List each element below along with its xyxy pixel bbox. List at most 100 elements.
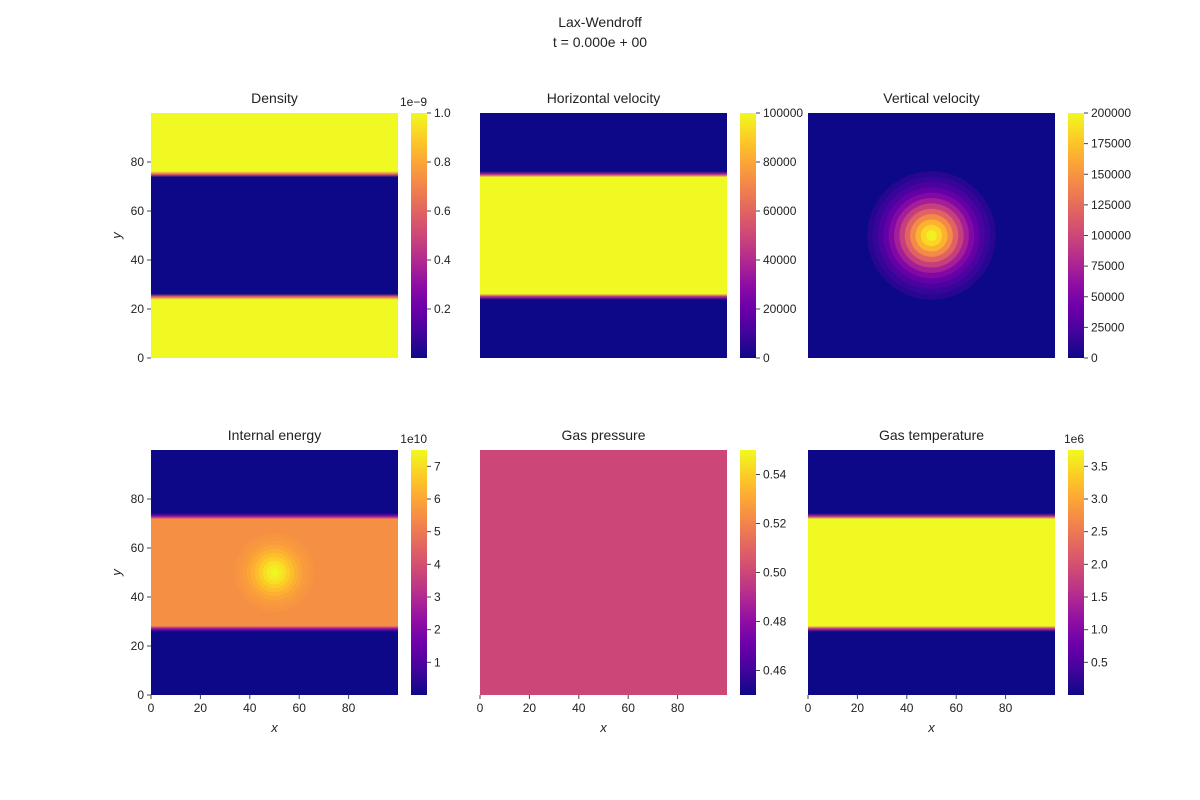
colorbar-tick-label: 0.52 <box>763 517 787 531</box>
panel-title: Horizontal velocity <box>547 90 661 106</box>
blob-contour <box>270 568 279 577</box>
colorbar-exponent: 1e−9 <box>400 95 427 109</box>
colorbar <box>411 450 427 695</box>
x-tick-label: 60 <box>293 701 307 715</box>
colorbar-tick-label: 40000 <box>763 253 797 267</box>
colorbar-tick-label: 1.0 <box>434 106 451 120</box>
colorbar-tick-label: 3.0 <box>1091 492 1108 506</box>
x-tick-label: 80 <box>999 701 1013 715</box>
band-edge-top <box>151 171 398 178</box>
colorbar-tick-label: 7 <box>434 459 441 473</box>
colorbar-tick-label: 0 <box>1091 351 1098 365</box>
heatmap-fill <box>480 450 727 695</box>
band-edge-bottom <box>480 293 727 300</box>
panel-title: Internal energy <box>228 427 321 443</box>
colorbar-tick-label: 150000 <box>1091 167 1131 181</box>
colorbar-tick-label: 50000 <box>1091 290 1125 304</box>
heatmap-area <box>808 450 1055 695</box>
colorbar-tick-label: 0 <box>763 351 770 365</box>
colorbar-tick-label: 200000 <box>1091 106 1131 120</box>
panel-2: Horizontal velocity 0 20000 40000 60000 80000… <box>480 90 803 365</box>
x-tick-label: 60 <box>622 701 636 715</box>
colorbar <box>1068 450 1084 695</box>
y-tick-label: 20 <box>131 302 145 316</box>
heatmap-area <box>151 113 398 358</box>
panel-title: Density <box>251 90 298 106</box>
x-axis-label: x <box>270 720 278 735</box>
panel-title: Vertical velocity <box>883 90 979 106</box>
panel-6: Gas temperature 0 20 40 60 80 x 0.5 1.0 1.5 2.0 2.5… <box>805 427 1108 735</box>
colorbar-exponent: 1e6 <box>1064 432 1084 446</box>
panel-title: Gas temperature <box>879 427 984 443</box>
colorbar <box>411 113 427 358</box>
colorbar-tick-label: 0.4 <box>434 253 451 267</box>
y-tick-label: 80 <box>131 492 145 506</box>
colorbar-tick-label: 0.8 <box>434 155 451 169</box>
y-tick-label: 40 <box>131 253 145 267</box>
x-tick-label: 20 <box>851 701 865 715</box>
colorbar-tick-label: 5 <box>434 525 441 539</box>
colorbar-tick-label: 80000 <box>763 155 797 169</box>
colorbar <box>740 450 756 695</box>
colorbar-tick-label: 6 <box>434 492 441 506</box>
figure-subtitle: t = 0.000e + 00 <box>553 34 647 50</box>
colorbar-tick-label: 175000 <box>1091 137 1131 151</box>
colorbar-tick-label: 0.50 <box>763 566 787 580</box>
x-tick-label: 80 <box>342 701 356 715</box>
colorbar-tick-label: 0.48 <box>763 615 787 629</box>
x-axis-label: x <box>927 720 935 735</box>
colorbar-tick-label: 0.46 <box>763 664 787 678</box>
y-tick-label: 80 <box>131 155 145 169</box>
colorbar-tick-label: 100000 <box>1091 229 1131 243</box>
x-tick-label: 0 <box>477 701 484 715</box>
colorbar-tick-label: 125000 <box>1091 198 1131 212</box>
colorbar-tick-label: 25000 <box>1091 320 1125 334</box>
colorbar-tick-label: 3.5 <box>1091 459 1108 473</box>
x-tick-label: 20 <box>523 701 537 715</box>
figure-title: Lax-Wendroff <box>558 14 642 30</box>
x-tick-label: 0 <box>805 701 812 715</box>
x-tick-label: 20 <box>194 701 208 715</box>
y-tick-label: 40 <box>131 590 145 604</box>
heatmap-area <box>480 450 727 695</box>
colorbar-tick-label: 1 <box>434 655 441 669</box>
x-tick-label: 40 <box>243 701 257 715</box>
band-edge-top <box>808 513 1055 520</box>
colorbar-tick-label: 1.0 <box>1091 623 1108 637</box>
band-inner <box>151 174 398 297</box>
colorbar-tick-label: 2 <box>434 623 441 637</box>
colorbar-tick-label: 0.54 <box>763 468 787 482</box>
x-axis-label: x <box>599 720 607 735</box>
colorbar-tick-label: 2.0 <box>1091 557 1108 571</box>
colorbar-tick-label: 4 <box>434 557 441 571</box>
panel-title: Gas pressure <box>561 427 645 443</box>
x-tick-label: 40 <box>572 701 586 715</box>
y-tick-label: 20 <box>131 639 145 653</box>
heatmap-area <box>480 113 727 358</box>
band-edge-bottom <box>151 293 398 300</box>
band-inner <box>808 516 1055 629</box>
y-tick-label: 60 <box>131 541 145 555</box>
x-tick-label: 0 <box>148 701 155 715</box>
heatmap-area <box>151 450 398 695</box>
band-inner <box>480 174 727 297</box>
colorbar-tick-label: 2.5 <box>1091 525 1108 539</box>
heatmap-area <box>808 113 1055 358</box>
panel-1: Density 0 20 40 60 80 y 0.2 0.4 0.6 0.8 1.0 1e−9 <box>109 90 451 365</box>
blob-contour <box>926 230 937 241</box>
panel-4: Internal energy 0 20 40 60 80 0 20 40 60 80 y x 1 2 3 4 5… <box>109 427 441 735</box>
x-tick-label: 40 <box>900 701 914 715</box>
colorbar <box>1068 113 1084 358</box>
colorbar-exponent: 1e10 <box>400 432 427 446</box>
colorbar-tick-label: 0.5 <box>1091 655 1108 669</box>
y-tick-label: 0 <box>137 351 144 365</box>
colorbar-tick-label: 1.5 <box>1091 590 1108 604</box>
panel-3: Vertical velocity 0 25000 50000 75000 100000 1… <box>808 90 1131 365</box>
colorbar-tick-label: 3 <box>434 590 441 604</box>
x-tick-label: 60 <box>950 701 964 715</box>
band-edge-bottom <box>808 625 1055 632</box>
band-edge-top <box>151 513 398 520</box>
y-axis-label: y <box>109 568 124 577</box>
colorbar-tick-label: 60000 <box>763 204 797 218</box>
